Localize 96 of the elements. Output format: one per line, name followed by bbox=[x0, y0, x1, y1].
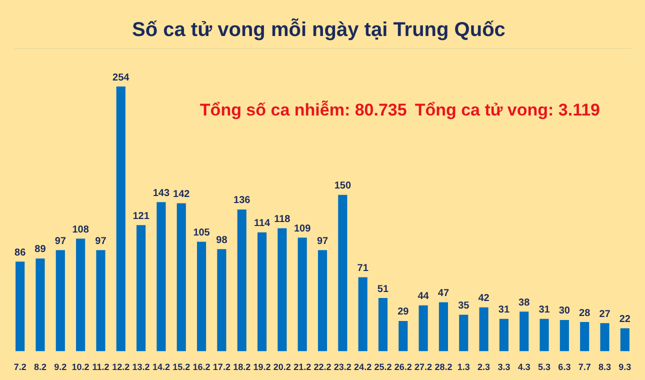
bar bbox=[378, 298, 388, 352]
data-label: 136 bbox=[234, 195, 251, 206]
data-label: 28 bbox=[579, 308, 591, 319]
x-tick-label: 27.2 bbox=[414, 362, 432, 372]
x-tick-label: 8.2 bbox=[34, 362, 46, 372]
x-tick-label: 9.2 bbox=[54, 362, 67, 372]
data-label: 97 bbox=[54, 236, 66, 247]
x-tick-label: 19.2 bbox=[253, 362, 271, 372]
bar bbox=[600, 323, 610, 352]
data-label: 97 bbox=[316, 236, 328, 247]
x-tick-label: 26.2 bbox=[394, 362, 412, 372]
x-tick-label: 12.2 bbox=[112, 362, 130, 372]
bar bbox=[237, 209, 246, 352]
x-tick-label: 28.2 bbox=[434, 362, 452, 372]
data-label: 118 bbox=[274, 214, 291, 225]
data-label: 31 bbox=[538, 304, 550, 316]
bar bbox=[620, 328, 630, 352]
x-tick-label: 1.3 bbox=[457, 362, 470, 372]
x-tick-label: 21.2 bbox=[294, 362, 312, 372]
data-label: 27 bbox=[599, 308, 611, 320]
data-label: 109 bbox=[294, 223, 312, 234]
bar bbox=[520, 312, 529, 352]
bar bbox=[116, 86, 126, 352]
bar bbox=[338, 194, 348, 352]
bar bbox=[398, 320, 408, 352]
data-label: 108 bbox=[72, 224, 90, 236]
bar bbox=[298, 238, 307, 352]
bar bbox=[16, 262, 25, 352]
bar bbox=[196, 242, 206, 352]
data-label: 142 bbox=[173, 188, 190, 200]
data-label: 254 bbox=[112, 72, 130, 84]
bar bbox=[136, 225, 146, 352]
x-tick-label: 7.7 bbox=[578, 362, 591, 372]
bar bbox=[540, 318, 549, 352]
x-tick-label: 13.2 bbox=[132, 362, 150, 372]
bar bbox=[560, 320, 569, 352]
x-tick-label: 3.3 bbox=[498, 362, 510, 372]
data-label: 30 bbox=[558, 306, 570, 317]
x-tick-label: 8.3 bbox=[598, 362, 612, 372]
data-label: 31 bbox=[498, 304, 510, 316]
data-label: 86 bbox=[14, 247, 26, 258]
data-label: 44 bbox=[418, 291, 430, 302]
x-tick-label: 5.3 bbox=[538, 362, 551, 372]
bar bbox=[499, 318, 508, 352]
bar bbox=[580, 322, 590, 352]
x-tick-label: 23.2 bbox=[334, 362, 352, 372]
bar bbox=[257, 232, 267, 352]
data-label: 105 bbox=[193, 228, 210, 239]
x-tick-label: 2.3 bbox=[478, 362, 490, 372]
x-tick-label: 11.2 bbox=[92, 362, 110, 372]
data-label: 89 bbox=[34, 244, 46, 256]
bar bbox=[217, 249, 226, 352]
data-label: 143 bbox=[152, 188, 170, 199]
x-tick-label: 24.2 bbox=[354, 362, 372, 372]
bar bbox=[438, 302, 448, 352]
x-tick-label: 25.2 bbox=[374, 362, 392, 372]
bar bbox=[418, 305, 428, 352]
chart-title: Số ca tử vong mỗi ngày tại Trung Quốc bbox=[14, 0, 631, 49]
data-label: 29 bbox=[398, 306, 410, 318]
data-label: 150 bbox=[334, 180, 352, 192]
data-label: 71 bbox=[357, 262, 369, 274]
x-tick-label: 7.2 bbox=[14, 362, 26, 372]
x-tick-label: 22.2 bbox=[314, 362, 332, 372]
x-tick-label: 6.3 bbox=[558, 362, 571, 372]
bar bbox=[56, 250, 65, 352]
data-label: 121 bbox=[132, 210, 150, 222]
bar bbox=[318, 250, 328, 352]
bar bbox=[479, 307, 488, 352]
bar bbox=[459, 314, 468, 352]
bar bbox=[76, 238, 86, 352]
data-label: 35 bbox=[458, 300, 470, 312]
data-label: 97 bbox=[95, 236, 107, 247]
bar bbox=[358, 277, 368, 352]
bar bbox=[156, 202, 166, 352]
data-label: 51 bbox=[377, 284, 389, 295]
x-tick-label: 9.3 bbox=[618, 362, 632, 372]
bar bbox=[176, 203, 186, 352]
data-label: 38 bbox=[518, 297, 530, 308]
data-label: 22 bbox=[619, 314, 631, 326]
bar bbox=[96, 250, 106, 352]
data-label: 114 bbox=[254, 218, 271, 230]
x-tick-label: 15.2 bbox=[172, 362, 190, 372]
bar bbox=[36, 258, 45, 352]
annotation: Tổng số ca nhiễm: 80.735 bbox=[200, 100, 407, 120]
x-tick-label: 20.2 bbox=[273, 362, 291, 372]
data-label: 47 bbox=[438, 288, 450, 299]
x-tick-label: 14.2 bbox=[152, 362, 170, 372]
x-tick-label: 17.2 bbox=[212, 362, 230, 372]
annotation: Tổng ca tử vong: 3.119 bbox=[414, 100, 600, 120]
x-tick-label: 10.2 bbox=[72, 362, 90, 372]
x-tick-label: 18.2 bbox=[233, 362, 251, 372]
bar bbox=[278, 228, 287, 352]
x-tick-label: 4.3 bbox=[518, 362, 530, 372]
x-tick-label: 16.2 bbox=[192, 362, 210, 372]
data-label: 42 bbox=[478, 293, 490, 304]
data-label: 98 bbox=[216, 234, 228, 246]
